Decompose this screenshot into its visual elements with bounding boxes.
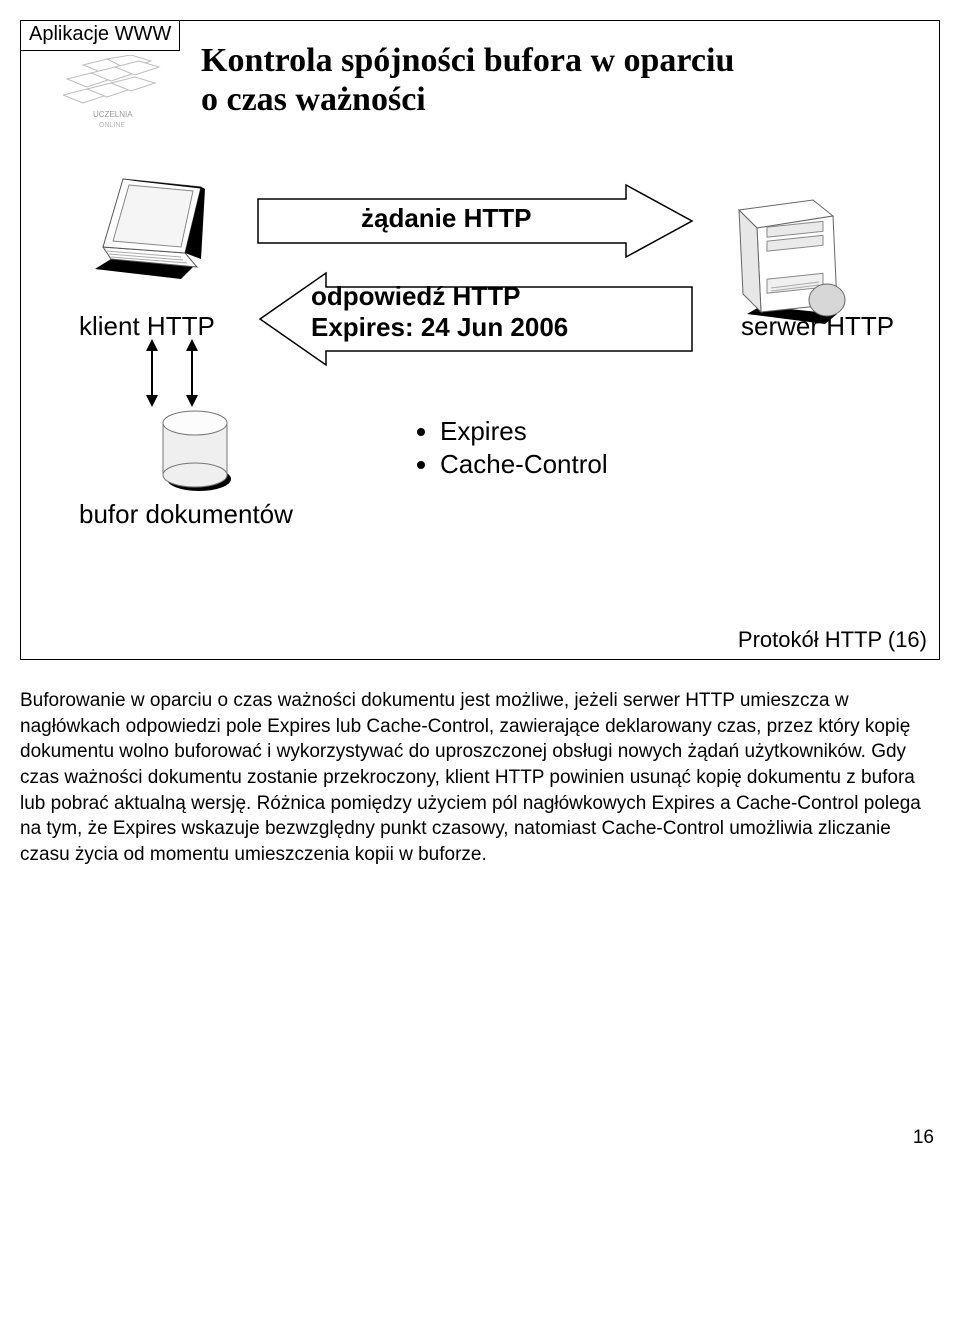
laptop-icon (73, 169, 213, 294)
page-number: 16 (20, 1127, 940, 1149)
bullet-expires: Expires (440, 416, 608, 447)
course-logo-icon: UCZELNIA ONLINE (63, 55, 163, 140)
bullet-cache-control: Cache-Control (440, 449, 608, 480)
client-double-arrow-icon (151, 349, 153, 397)
response-line-2: Expires: 24 Jun 2006 (311, 312, 568, 342)
body-paragraph: Buforowanie w oparciu o czas ważności do… (20, 688, 940, 867)
cylinder-icon (149, 401, 249, 506)
svg-text:UCZELNIA: UCZELNIA (93, 110, 133, 119)
client-label: klient HTTP (79, 311, 215, 342)
slide-footer: Protokół HTTP (16) (738, 627, 927, 653)
slide-frame: Aplikacje WWW Kontrola spójności bufora … (20, 20, 940, 660)
server-label: serwer HTTP (741, 311, 894, 342)
title-line-2: o czas ważności (201, 81, 426, 118)
server-icon (721, 176, 871, 331)
response-text: odpowiedź HTTP Expires: 24 Jun 2006 (311, 281, 568, 343)
course-tag: Aplikacje WWW (20, 20, 180, 51)
buffer-label: bufor dokumentów (79, 499, 293, 530)
headers-list: Expires Cache-Control (416, 416, 608, 482)
request-text: żądanie HTTP (361, 203, 531, 234)
buffer-double-arrow-icon (191, 349, 193, 397)
title-line-1: Kontrola spójności bufora w oparciu (201, 42, 734, 79)
response-line-1: odpowiedź HTTP (311, 281, 520, 311)
svg-text:ONLINE: ONLINE (99, 122, 125, 129)
slide-title: Kontrola spójności bufora w oparciu o cz… (201, 41, 734, 119)
